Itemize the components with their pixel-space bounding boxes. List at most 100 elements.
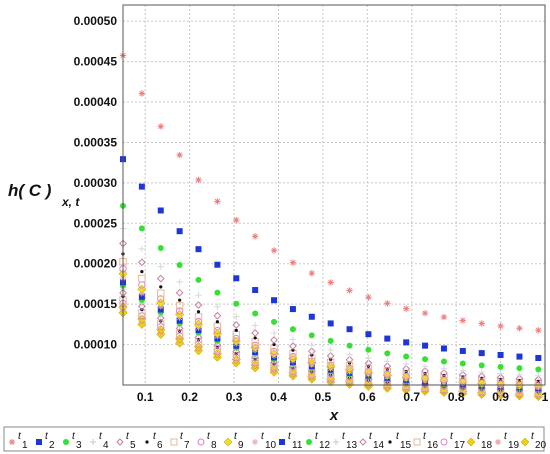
legend-subscript: 1 [22, 440, 28, 451]
data-point [364, 359, 373, 368]
legend-subscript: 4 [103, 440, 109, 451]
data-point [195, 246, 202, 253]
data-point [402, 364, 411, 373]
data-point [253, 336, 257, 340]
y-tick-label: 0.00045 [74, 55, 118, 69]
data-point [458, 370, 467, 379]
data-point [159, 285, 163, 289]
legend-item: t16 [413, 431, 439, 451]
data-point [461, 375, 465, 379]
y-tick-label: 0.00040 [74, 95, 118, 109]
data-point [170, 438, 178, 446]
data-point [90, 439, 96, 445]
legend-subscript: 6 [157, 440, 163, 451]
data-point [145, 440, 149, 444]
series-t5 [119, 239, 543, 384]
y-tick-label: 0.00015 [74, 297, 118, 311]
data-point [157, 289, 165, 297]
data-point [289, 259, 297, 266]
data-point [194, 333, 203, 342]
data-point [326, 351, 335, 360]
data-point [270, 329, 278, 337]
y-tick-label: 0.00010 [74, 338, 118, 352]
legend-item: t17 [440, 431, 466, 451]
legend-subscript: 11 [292, 440, 303, 451]
legend-label: t [288, 431, 292, 442]
data-point [178, 298, 182, 302]
x-tick-label: 0.4 [270, 390, 287, 404]
legend-label: t [99, 431, 103, 442]
data-point [497, 322, 504, 330]
legend-label: t [234, 431, 238, 442]
legend-item: t20 [520, 431, 547, 451]
data-point [365, 346, 372, 353]
legend-label: t [504, 431, 508, 442]
y-tick-label: 0.00035 [74, 135, 118, 149]
data-point [233, 300, 240, 307]
data-point [251, 233, 259, 240]
data-point [496, 373, 505, 382]
legend-subscript: 20 [535, 440, 547, 451]
data-point [497, 363, 504, 370]
data-point [365, 354, 372, 362]
data-point [156, 274, 165, 283]
data-point [213, 326, 222, 335]
legend-item: t8 [197, 431, 217, 451]
legend-subscript: 17 [454, 440, 466, 451]
data-point [497, 370, 504, 377]
data-point [138, 90, 146, 97]
data-point [403, 339, 410, 346]
legend-label: t [18, 431, 22, 442]
series-t4 [119, 225, 542, 379]
data-point [234, 328, 238, 332]
legend-subscript: 9 [238, 440, 244, 451]
data-point [194, 317, 203, 326]
data-point [223, 437, 233, 447]
data-point [279, 439, 285, 445]
legend: t1t2t3t4t5t6t7t8t9t10t11t12t13t14t15t16t… [3, 426, 547, 452]
data-point [9, 439, 15, 445]
data-point [421, 367, 429, 375]
legend-subscript: 7 [184, 440, 190, 451]
data-point [308, 342, 315, 349]
legend-subscript: 14 [373, 440, 385, 451]
data-point [213, 341, 222, 349]
data-point [384, 300, 391, 307]
legend-subscript: 8 [211, 440, 217, 451]
data-point [440, 358, 447, 365]
data-point [478, 320, 485, 327]
data-point [176, 151, 183, 159]
data-point [289, 342, 297, 350]
data-point [195, 276, 202, 283]
data-point [138, 245, 146, 253]
data-point [359, 438, 367, 446]
legend-item: t10 [252, 431, 277, 451]
y-axis-label: h( C ) [8, 181, 52, 200]
data-point [157, 306, 164, 313]
legend-item: t9 [223, 431, 244, 451]
data-point [306, 439, 312, 445]
data-points [118, 52, 543, 402]
plot-frame [122, 4, 546, 386]
data-point [388, 440, 392, 444]
legend-label: t [126, 431, 130, 442]
data-point [138, 183, 145, 190]
legend-item: t12 [306, 431, 331, 451]
data-point [176, 278, 183, 286]
data-point [232, 334, 240, 343]
legend-subscript: 12 [319, 440, 331, 451]
data-point [478, 350, 485, 357]
data-point [137, 302, 146, 311]
legend-item: t19 [495, 431, 520, 451]
data-point [140, 269, 144, 274]
data-point [270, 336, 278, 344]
legend-label: t [342, 431, 346, 442]
data-point [327, 320, 334, 327]
series-t2 [120, 156, 542, 361]
grid [123, 5, 546, 385]
data-point [36, 439, 42, 445]
data-point [138, 225, 145, 232]
data-point [365, 331, 372, 338]
legend-label: t [315, 431, 319, 442]
data-point [402, 305, 410, 312]
